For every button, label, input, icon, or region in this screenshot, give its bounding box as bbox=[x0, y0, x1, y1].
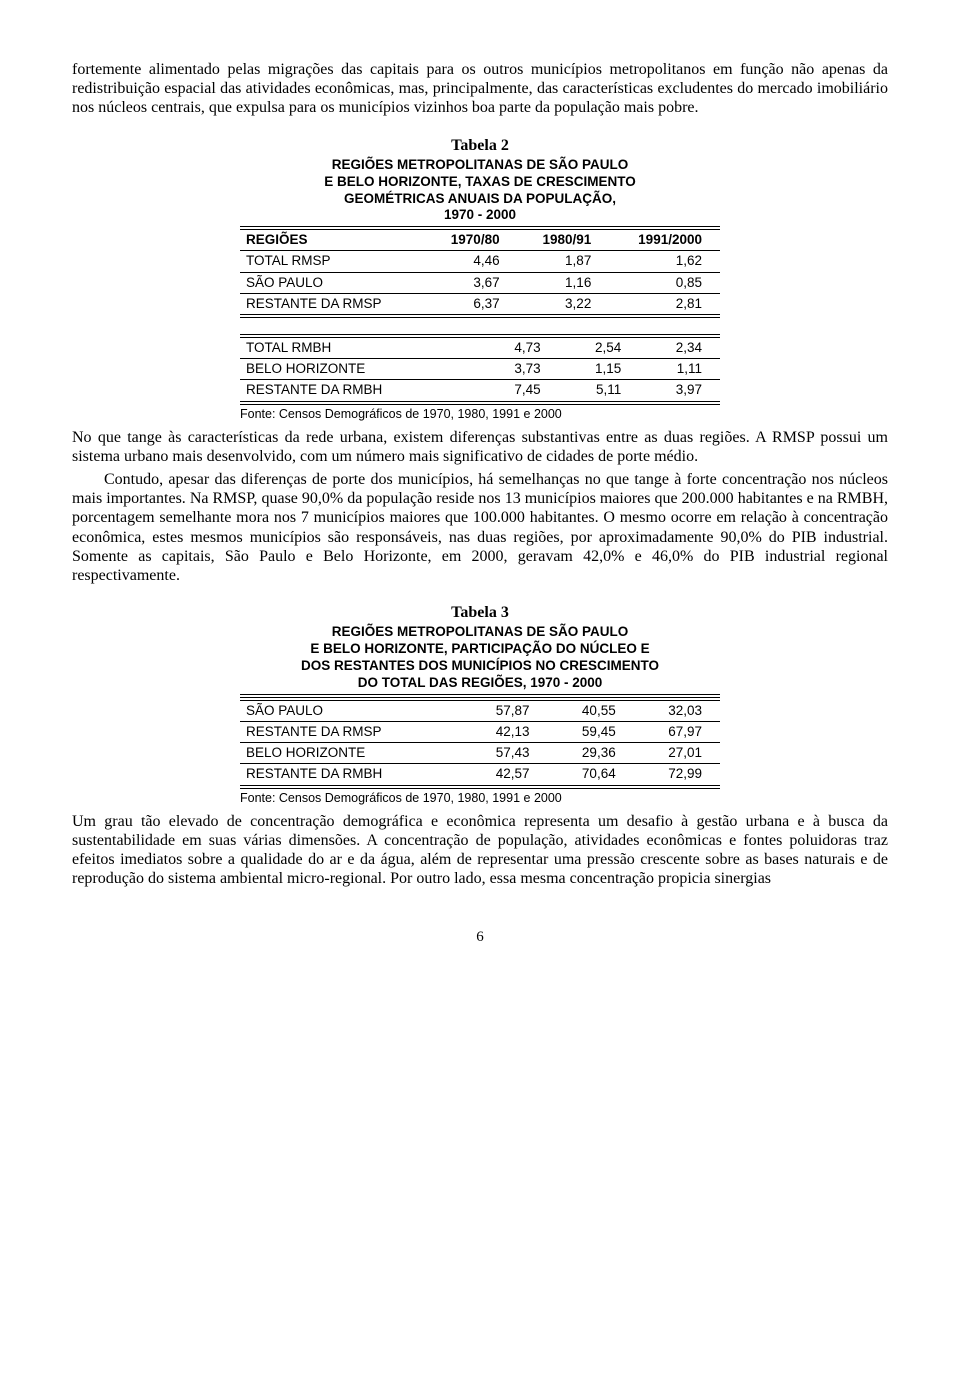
table-2-block: Tabela 2 REGIÕES METROPOLITANAS DE SÃO P… bbox=[240, 136, 720, 422]
t2-h2: 1980/91 bbox=[518, 228, 610, 251]
cell: 1,16 bbox=[518, 272, 610, 293]
cell: 2,34 bbox=[639, 336, 720, 359]
cell: RESTANTE DA RMSP bbox=[240, 293, 426, 316]
table-3: SÃO PAULO 57,87 40,55 32,03 RESTANTE DA … bbox=[240, 697, 720, 789]
cell: 57,87 bbox=[461, 699, 547, 722]
cell: TOTAL RMBH bbox=[240, 336, 478, 359]
paragraph-2: No que tange às características da rede … bbox=[72, 428, 888, 466]
cell: 0,85 bbox=[609, 272, 720, 293]
cell: 1,11 bbox=[639, 359, 720, 380]
cell: 6,37 bbox=[426, 293, 518, 316]
cell: 1,15 bbox=[559, 359, 640, 380]
cell: 42,13 bbox=[461, 721, 547, 742]
cell: 3,22 bbox=[518, 293, 610, 316]
table-2: REGIÕES 1970/80 1980/91 1991/2000 TOTAL … bbox=[240, 226, 720, 318]
cell: 3,73 bbox=[478, 359, 559, 380]
table-3-title: Tabela 3 bbox=[240, 603, 720, 622]
page-number: 6 bbox=[72, 928, 888, 946]
table-2b: TOTAL RMBH 4,73 2,54 2,34 BELO HORIZONTE… bbox=[240, 334, 720, 405]
cell: 27,01 bbox=[634, 743, 720, 764]
cell: RESTANTE DA RMBH bbox=[240, 380, 478, 403]
cell: 3,67 bbox=[426, 272, 518, 293]
cell: BELO HORIZONTE bbox=[240, 359, 478, 380]
cell: 40,55 bbox=[547, 699, 633, 722]
paragraph-3: Contudo, apesar das diferenças de porte … bbox=[72, 470, 888, 585]
paragraph-4: Um grau tão elevado de concentração demo… bbox=[72, 812, 888, 889]
t2-h3: 1991/2000 bbox=[609, 228, 720, 251]
cell: BELO HORIZONTE bbox=[240, 743, 461, 764]
table-2-subtitle-1: REGIÕES METROPOLITANAS DE SÃO PAULO bbox=[240, 157, 720, 174]
cell: SÃO PAULO bbox=[240, 272, 426, 293]
table-2-fonte: Fonte: Censos Demográficos de 1970, 1980… bbox=[240, 407, 720, 422]
paragraph-1: fortemente alimentado pelas migrações da… bbox=[72, 60, 888, 118]
table-3-subtitle-2: E BELO HORIZONTE, PARTICIPAÇÃO DO NÚCLEO… bbox=[240, 641, 720, 658]
table-2-subtitle-2: E BELO HORIZONTE, TAXAS DE CRESCIMENTO bbox=[240, 174, 720, 191]
table-2-subtitle-3: GEOMÉTRICAS ANUAIS DA POPULAÇÃO, bbox=[240, 191, 720, 208]
cell: 3,97 bbox=[639, 380, 720, 403]
cell: 4,73 bbox=[478, 336, 559, 359]
t2-h0: REGIÕES bbox=[240, 228, 426, 251]
cell: 5,11 bbox=[559, 380, 640, 403]
cell: 1,87 bbox=[518, 251, 610, 272]
table-3-fonte: Fonte: Censos Demográficos de 1970, 1980… bbox=[240, 791, 720, 806]
table-3-subtitle-3: DOS RESTANTES DOS MUNICÍPIOS NO CRESCIME… bbox=[240, 658, 720, 675]
cell: SÃO PAULO bbox=[240, 699, 461, 722]
cell: TOTAL RMSP bbox=[240, 251, 426, 272]
cell: 1,62 bbox=[609, 251, 720, 272]
cell: 67,97 bbox=[634, 721, 720, 742]
t2-h1: 1970/80 bbox=[426, 228, 518, 251]
cell: 32,03 bbox=[634, 699, 720, 722]
table-2-title: Tabela 2 bbox=[240, 136, 720, 155]
cell: RESTANTE DA RMSP bbox=[240, 721, 461, 742]
table-3-subtitle-4: DO TOTAL DAS REGIÕES, 1970 - 2000 bbox=[240, 675, 720, 695]
cell: 2,54 bbox=[559, 336, 640, 359]
cell: 2,81 bbox=[609, 293, 720, 316]
cell: 7,45 bbox=[478, 380, 559, 403]
cell: 59,45 bbox=[547, 721, 633, 742]
cell: 57,43 bbox=[461, 743, 547, 764]
cell: 70,64 bbox=[547, 764, 633, 787]
cell: 29,36 bbox=[547, 743, 633, 764]
cell: 4,46 bbox=[426, 251, 518, 272]
table-3-subtitle-1: REGIÕES METROPOLITANAS DE SÃO PAULO bbox=[240, 624, 720, 641]
table-3-block: Tabela 3 REGIÕES METROPOLITANAS DE SÃO P… bbox=[240, 603, 720, 805]
cell: RESTANTE DA RMBH bbox=[240, 764, 461, 787]
cell: 72,99 bbox=[634, 764, 720, 787]
table-2-subtitle-4: 1970 - 2000 bbox=[240, 207, 720, 224]
cell: 42,57 bbox=[461, 764, 547, 787]
